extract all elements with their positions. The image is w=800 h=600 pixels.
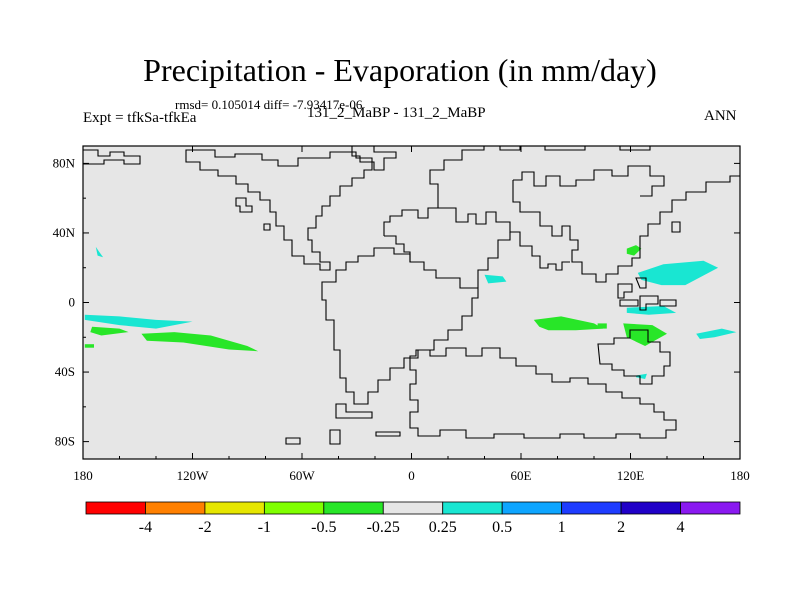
colorbar-label: -0.5 xyxy=(311,519,336,536)
colorbar-label: -0.25 xyxy=(367,519,400,536)
season-label: ANN xyxy=(704,108,737,124)
y-tick-label: 80N xyxy=(53,155,76,170)
anomaly-pacific-dot-west xyxy=(84,344,94,348)
anomaly-layer xyxy=(84,245,737,379)
anomaly-west-pacific-north-cyan xyxy=(637,260,719,286)
coast-india xyxy=(532,255,570,271)
coast-se-asia-2 xyxy=(635,277,647,289)
colorbar-label: -2 xyxy=(198,519,211,536)
anomaly-maritime-continent-cyan xyxy=(626,306,677,315)
colorbar-label: -4 xyxy=(139,519,152,536)
coast-north-america xyxy=(185,149,373,271)
colorbar-swatch xyxy=(204,501,265,515)
y-tick-label: 0 xyxy=(69,295,76,310)
coast-africa-west xyxy=(384,235,411,262)
coast-australia xyxy=(597,329,671,385)
y-tick-label: 40N xyxy=(53,225,76,240)
x-tick-label: 120E xyxy=(617,468,645,483)
anomaly-central-pacific-north xyxy=(84,314,193,329)
x-tick-label: 120W xyxy=(177,468,210,483)
axis-ticks: 180 120W 60W 0 60E 120E 180 80N 40N 0 40S 80S xyxy=(53,146,750,483)
coast-greenland xyxy=(351,145,397,171)
colorbar-swatch xyxy=(620,501,681,515)
colorbar: -4 -2 -1 -0.5 -0.25 0.25 0.5 1 2 4 xyxy=(85,501,741,536)
colorbar-swatch xyxy=(382,501,444,515)
x-tick-label: 180 xyxy=(730,468,750,483)
x-tick-label: 60W xyxy=(289,468,315,483)
x-tick-label: 0 xyxy=(408,468,415,483)
anomaly-pacific-small-north xyxy=(95,246,104,258)
experiment-label: Expt = tfkSa-tfkEa xyxy=(83,110,197,126)
stats-line: rmsd= 0.105014 diff= -7.93417e-06 xyxy=(175,97,363,112)
coast-alaska-west xyxy=(83,149,141,165)
colorbar-swatch xyxy=(85,501,146,515)
colorbar-label: 0.5 xyxy=(492,519,512,536)
coast-antarctic-island-1 xyxy=(335,403,373,419)
coast-maritime-2 xyxy=(639,295,659,311)
coast-maritime-3 xyxy=(659,299,677,307)
anomaly-south-indian-cyan xyxy=(636,373,647,379)
anomaly-south-pacific-band xyxy=(141,332,259,352)
colorbar-label: 4 xyxy=(677,519,685,536)
coast-antarctic-island-3 xyxy=(329,429,341,445)
coast-japan xyxy=(671,221,681,233)
anomaly-arabian-sea-west xyxy=(484,274,507,284)
x-tick-label: 180 xyxy=(73,468,93,483)
colorbar-swatch xyxy=(263,501,325,515)
colorbar-swatch xyxy=(680,501,741,515)
coast-arctic-island-2 xyxy=(263,223,271,231)
coast-asia xyxy=(512,175,740,283)
coast-se-asia-1 xyxy=(617,283,633,299)
colorbar-swatch xyxy=(501,501,563,515)
comparison-label: 131_2_MaBP - 131_2_MaBP xyxy=(307,105,486,121)
colorbar-label: 1 xyxy=(558,519,566,536)
colorbar-label: 0.25 xyxy=(429,519,457,536)
colorbar-swatch xyxy=(145,501,206,515)
map-background xyxy=(83,146,740,459)
colorbar-label: 2 xyxy=(617,519,625,536)
coast-arctic-island xyxy=(235,197,253,213)
colorbar-swatch xyxy=(323,501,384,515)
coast-europe-south xyxy=(438,207,540,257)
y-tick-label: 40S xyxy=(55,364,75,379)
anomaly-east-asia-green xyxy=(626,245,642,256)
coast-caspian xyxy=(513,165,665,197)
coast-antarctica xyxy=(409,347,677,439)
coast-maritime-1 xyxy=(619,299,639,307)
anomaly-maritime-south-green xyxy=(623,323,667,346)
coast-south-america xyxy=(321,247,479,405)
y-tick-label: 80S xyxy=(55,434,75,449)
chart-title: Precipitation - Evaporation (in mm/day) xyxy=(143,52,657,88)
x-tick-label: 60E xyxy=(511,468,532,483)
colorbar-swatch xyxy=(561,501,622,515)
colorbar-label: -1 xyxy=(258,519,271,536)
coast-antarctic-island-2 xyxy=(285,437,301,445)
anomaly-coral-sea-cyan xyxy=(696,328,737,339)
coast-antarctic-island-4 xyxy=(375,431,401,437)
anomaly-indian-ocean-green xyxy=(533,316,604,331)
coastline-layer xyxy=(83,145,740,445)
coast-eurasia-africa xyxy=(383,145,740,236)
coast-africa-east xyxy=(477,232,511,288)
anomaly-indian-dot-green xyxy=(597,323,607,329)
anomaly-south-pacific-convergence xyxy=(90,326,129,336)
colorbar-swatch xyxy=(442,501,503,515)
